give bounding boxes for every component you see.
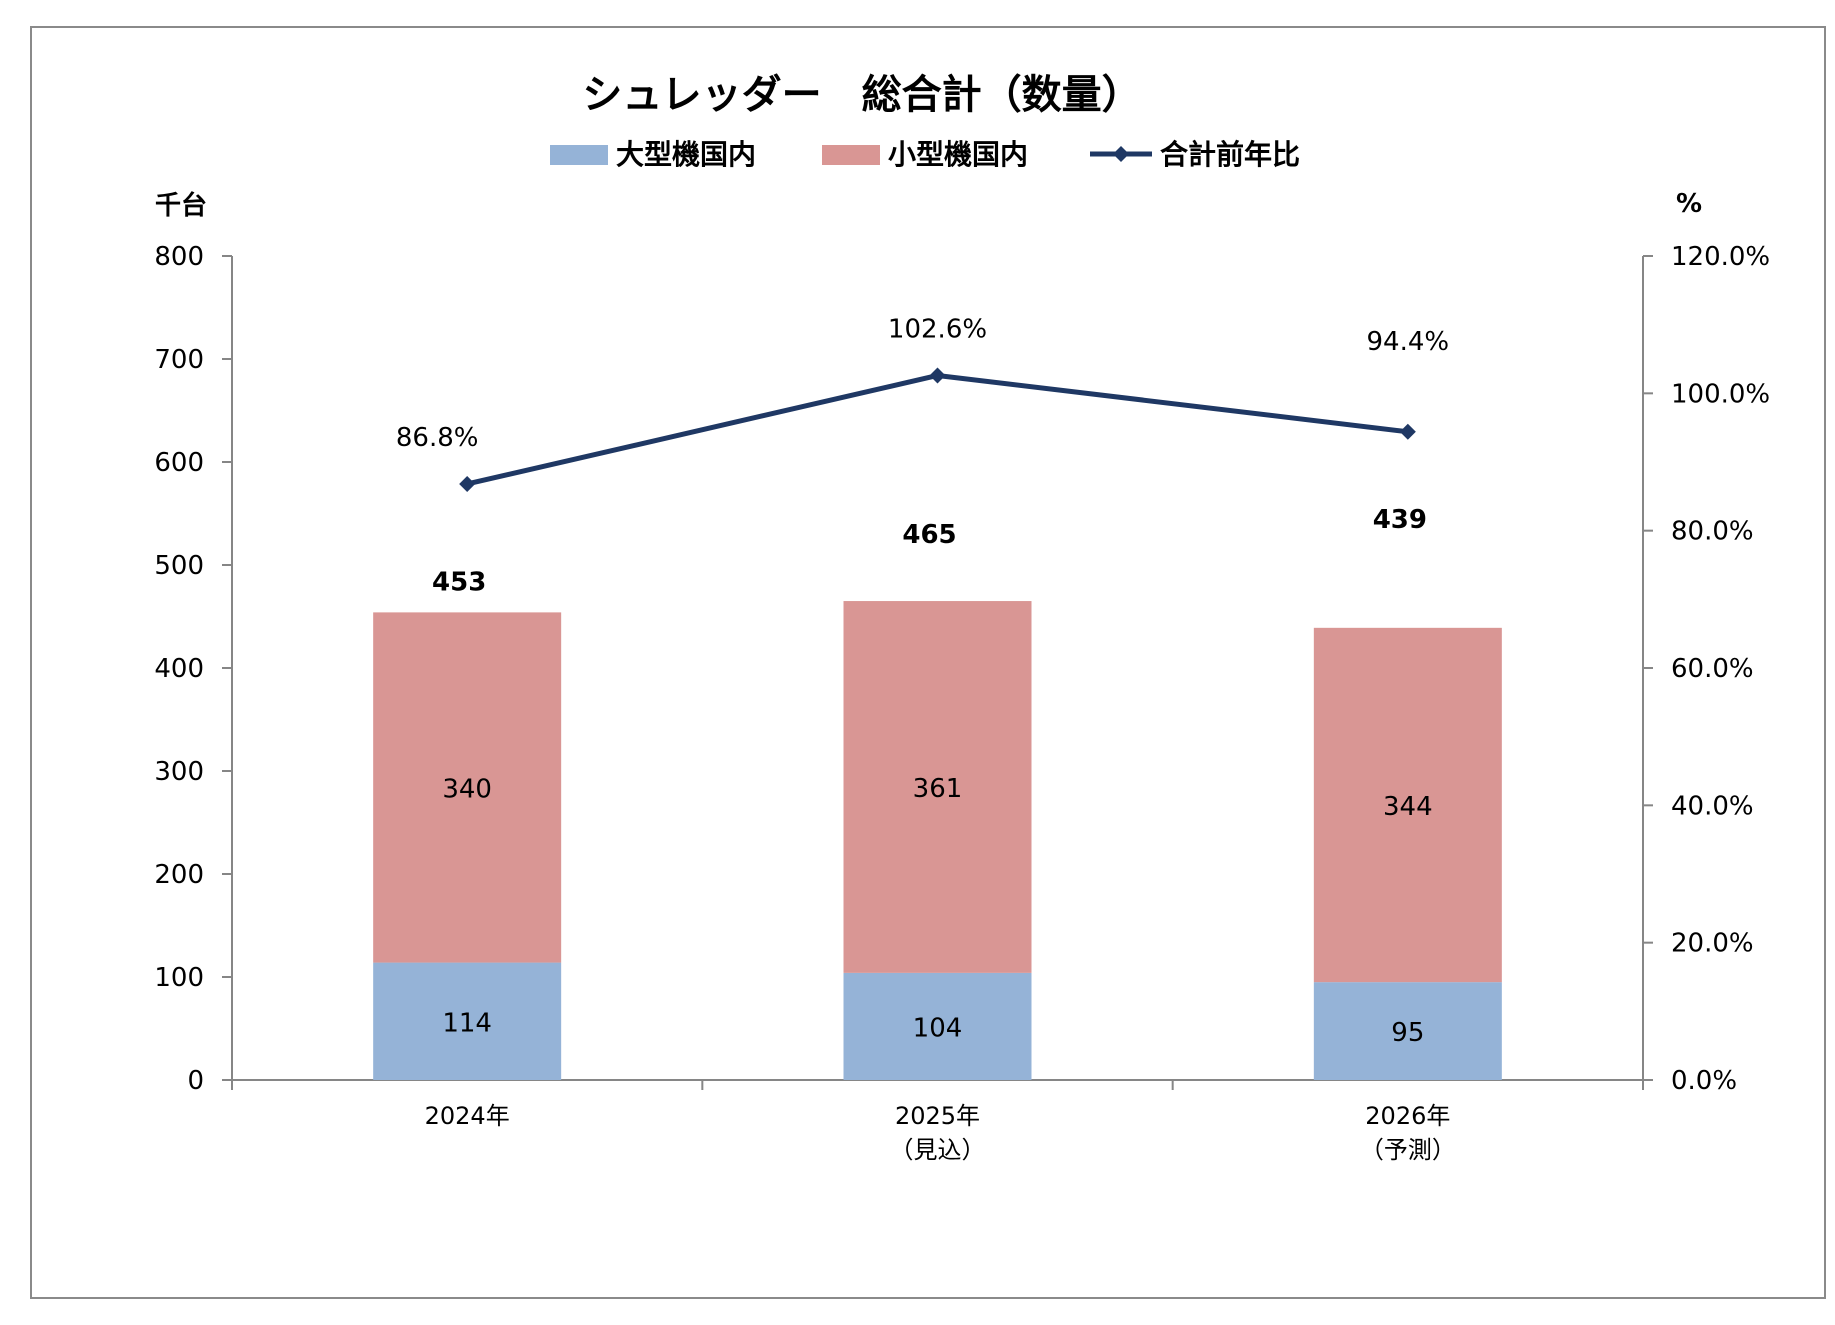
chart-title: シュレッダー 総合計（数量） [582,72,1141,118]
legend-label-ratio: 合計前年比 [1160,138,1300,171]
left-tick-label: 800 [154,242,204,272]
plot-area: 0 100 200 300 400 500 600 700 800 0.0% 20.0% 40.0% 6… [154,242,1770,1164]
bar-segment-small [843,601,1032,973]
legend-swatch-large [550,145,608,165]
bar-total-label: 439 [1373,505,1427,535]
left-tick-label: 700 [154,345,204,375]
left-tick-label: 200 [154,860,204,890]
x-category-label: （見込） [890,1136,986,1164]
bar-segment-small [1313,627,1502,983]
legend: 大型機国内 小型機国内 合計前年比 [550,138,1300,171]
bar-segment-small [373,612,562,963]
x-category-label: （予測） [1360,1136,1456,1164]
ratio-line [466,372,1409,487]
right-tick-label: 100.0% [1671,379,1770,409]
bar-segment-large [373,962,562,1080]
right-tick-label: 120.0% [1671,242,1770,272]
ratio-point [929,367,946,384]
bar-data-label: 344 [1383,792,1433,822]
left-axis-unit: 千台 [155,190,207,221]
left-tick-label: 300 [154,757,204,787]
bar-segment-large [843,972,1032,1080]
right-tick-label: 60.0% [1671,654,1754,684]
right-tick-label: 20.0% [1671,929,1754,959]
left-tick-label: 500 [154,551,204,581]
x-category-label: 2025年 [895,1102,980,1130]
ratio-point [459,475,476,492]
bar-data-label: 95 [1391,1018,1424,1048]
x-category-label: 2026年 [1365,1102,1450,1130]
bar-data-label: 104 [913,1013,963,1043]
bar-total-label: 465 [902,520,956,550]
bar-data-label: 114 [442,1008,492,1038]
right-tick-label: 0.0% [1671,1066,1737,1096]
chart-frame [30,26,1826,1299]
legend-label-large: 大型機国内 [616,138,756,171]
ratio-data-label: 102.6% [888,314,987,344]
ratio-data-label: 94.4% [1367,327,1450,357]
left-tick-label: 0 [187,1066,204,1096]
ratio-point [1399,423,1416,440]
left-tick-label: 400 [154,654,204,684]
right-tick-label: 40.0% [1671,791,1754,821]
bar-total-label: 453 [432,567,486,597]
bar-segment-large [1313,982,1502,1080]
ratio-data-label: 86.8% [396,423,479,453]
left-tick-label: 100 [154,963,204,993]
legend-label-small: 小型機国内 [888,138,1028,171]
legend-swatch-small [822,145,880,165]
bar-data-label: 340 [442,774,492,804]
bar-data-label: 361 [913,774,963,804]
right-axis-unit: % [1676,189,1702,219]
x-category-label: 2024年 [425,1102,510,1130]
legend-marker-ratio [1113,146,1129,162]
right-tick-label: 80.0% [1671,517,1754,547]
left-tick-label: 600 [154,448,204,478]
